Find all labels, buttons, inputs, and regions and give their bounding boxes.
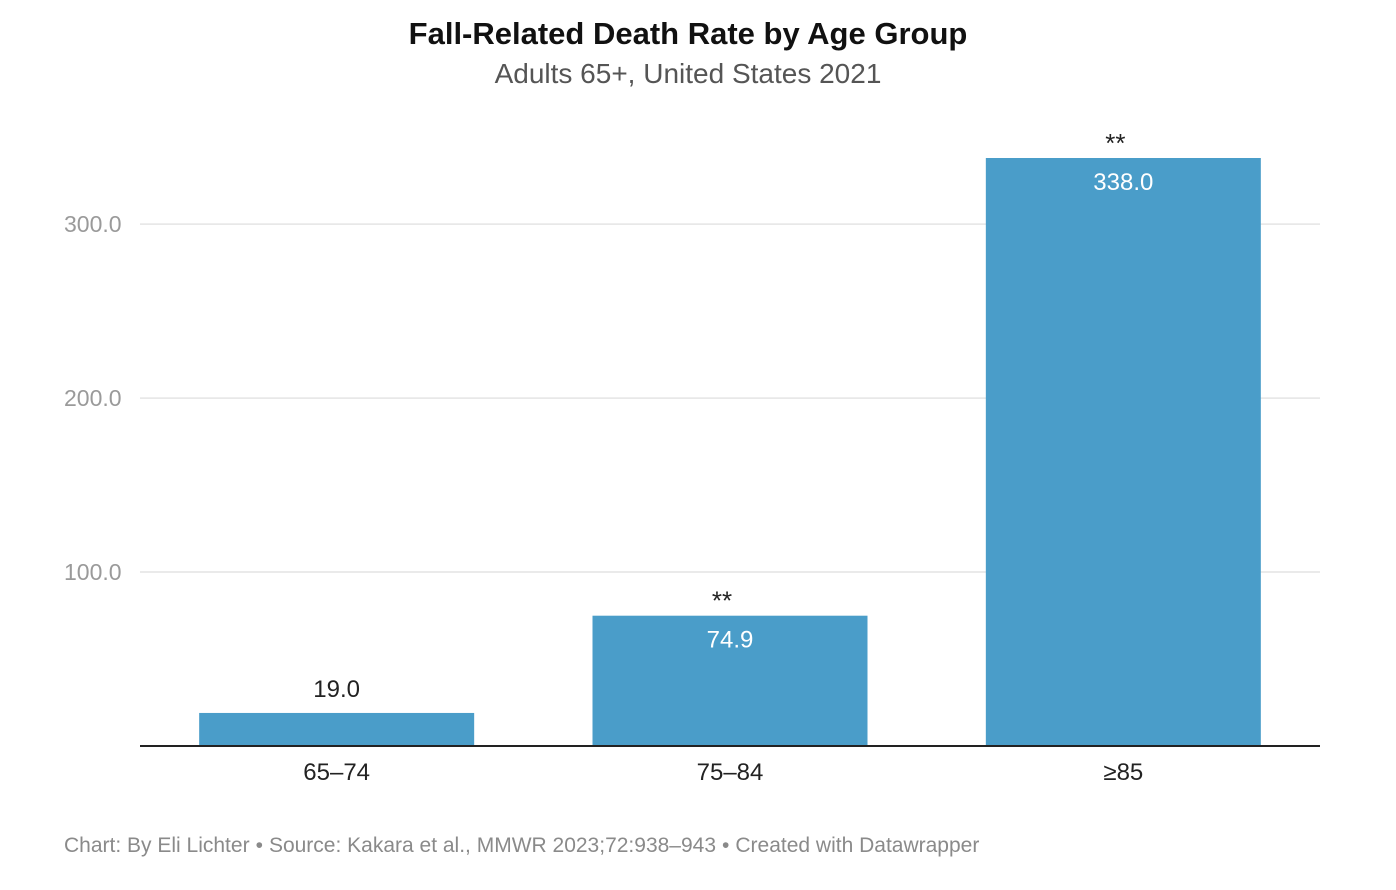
bar — [985, 158, 1261, 746]
bar-value-label: 338.0 — [1093, 169, 1153, 196]
datawrapper-link[interactable]: Created with Datawrapper — [735, 834, 980, 857]
footer-separator: • — [722, 834, 730, 857]
x-tick-label: ≥85 — [1103, 759, 1143, 786]
chart-title: Fall-Related Death Rate by Age Group — [408, 16, 968, 51]
source-link[interactable]: Source: Kakara et al., MMWR 2023;72:938–… — [268, 834, 717, 857]
chart-subtitle: Adults 65+, United States 2021 — [494, 58, 882, 89]
bar-value-label: 19.0 — [313, 676, 360, 703]
footer-separator: • — [255, 834, 263, 857]
significance-annotation: ** — [712, 586, 732, 616]
y-tick-label: 100.0 — [64, 559, 122, 585]
significance-annotation: ** — [1105, 128, 1125, 158]
y-tick-label: 200.0 — [64, 385, 122, 411]
bar — [592, 615, 868, 746]
x-tick-label: 65–74 — [303, 759, 370, 786]
chart-credit: Chart: By Eli Lichter — [64, 834, 250, 857]
bar-value-label: 74.9 — [707, 627, 754, 654]
y-tick-label: 300.0 — [64, 211, 122, 237]
chart-footer: Chart: By Eli Lichter • Source: Kakara et … — [64, 834, 979, 858]
x-tick-label: 75–84 — [697, 759, 764, 786]
bar — [199, 712, 475, 746]
